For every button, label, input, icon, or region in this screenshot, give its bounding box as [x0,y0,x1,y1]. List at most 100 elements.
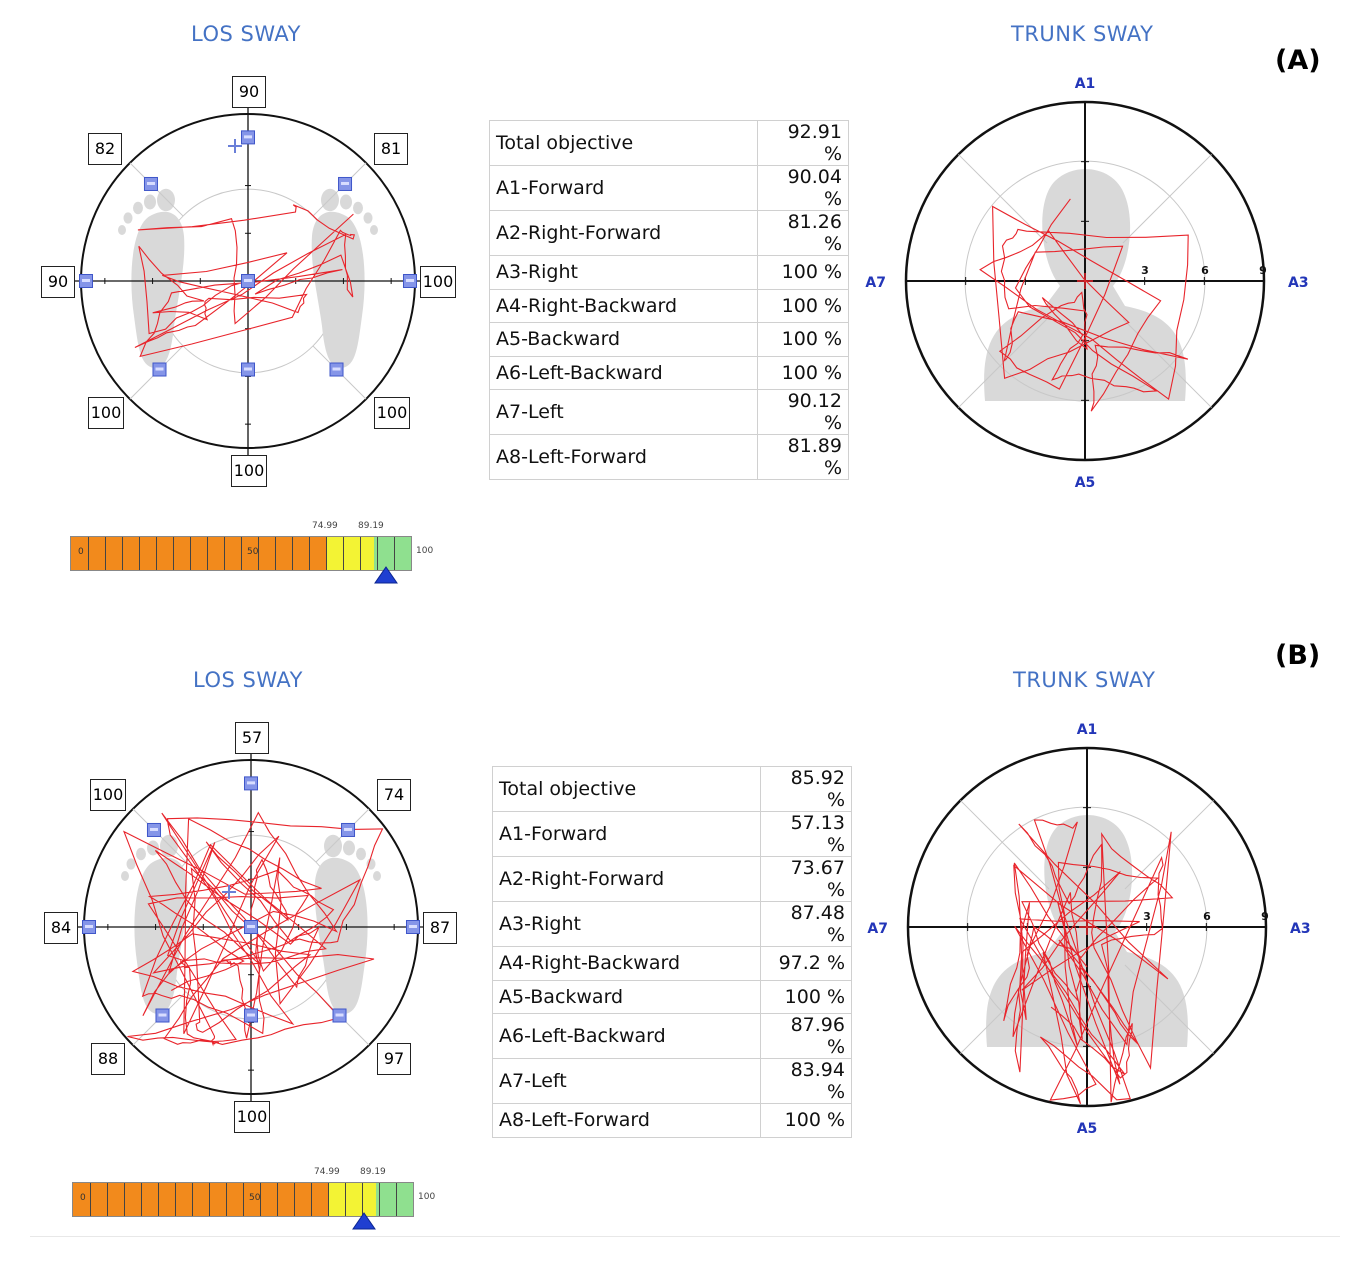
target-label-mark [408,925,417,928]
panel-label: (B) [1275,640,1321,671]
bar-divider [209,1183,210,1216]
row-name: A1-Forward [489,165,758,211]
score-bar [70,536,412,571]
bar-threshold-2: 89.19 [360,1167,386,1177]
bar-divider [241,537,242,570]
table-row: A3-Right 87.48 % [492,901,852,947]
bar-divider [192,1183,193,1216]
bar-divider [362,1183,363,1216]
target-label-mark [244,135,252,139]
trunk-plot-area [906,746,1268,1108]
center-cross-icon [228,139,242,153]
los-sway-title: LOS SWAY [191,22,301,46]
table-row: A4-Right-Backward 100 % [489,288,849,323]
bar-divider [224,537,225,570]
foot-toe [366,858,376,870]
bar-divider [326,537,327,570]
bar-mid-label: 50 [247,547,259,557]
bar-segment-low [73,1183,328,1216]
target-2 [402,274,417,288]
los-score-e: 100 [420,266,456,298]
los-score-nw: 82 [88,133,122,165]
bar-divider [139,537,140,570]
bar-divider [107,1183,108,1216]
table-row: A8-Left-Forward 100 % [492,1103,852,1138]
bar-divider [243,1183,244,1216]
row-value: 87.96 % [760,1013,852,1059]
row-name: A3-Right [492,901,761,947]
row-value: 81.89 % [757,434,849,480]
bar-max-label: 100 [418,1192,436,1202]
bar-divider [258,537,259,570]
bar-segment-high [374,537,411,570]
foot-toe [144,194,156,210]
target-label-mark [244,367,252,371]
bar-divider [158,1183,159,1216]
trunk-tick-6: 6 [1203,910,1211,923]
row-name: A7-Left [489,389,758,435]
trunk-sway-title: TRUNK SWAY [1011,22,1154,46]
bar-divider [277,1183,278,1216]
bar-threshold-2: 89.19 [358,521,384,531]
bar-divider [377,537,378,570]
row-value: 83.94 % [760,1058,852,1104]
row-value: 90.12 % [757,389,849,435]
row-value: 81.26 % [757,210,849,256]
row-name: A6-Left-Backward [492,1013,761,1059]
target-6 [82,920,97,934]
table-row: A1-Forward 90.04 % [489,165,849,211]
bar-min-label: 0 [78,547,84,557]
row-name: A6-Left-Backward [489,355,758,390]
axis-label-a5: A5 [1077,1121,1098,1137]
los-score-sw: 100 [88,397,124,429]
table-row: A5-Backward 100 % [489,322,849,357]
bar-min-label: 0 [80,1193,86,1203]
table-row: Total objective 85.92 % [492,766,852,812]
row-name: Total objective [492,766,761,812]
row-name: Total objective [489,120,758,166]
center-cross-icon [1079,919,1095,935]
target-0 [241,130,255,145]
bar-divider [394,537,395,570]
target-label-mark [155,367,164,371]
bar-divider [173,537,174,570]
target-label-mark [332,367,341,371]
row-name: A3-Right [489,255,758,290]
foot-toe [370,225,378,235]
target-label-mark [146,181,155,185]
row-name: A7-Left [492,1058,761,1104]
center-cross-icon [222,885,236,899]
target-label-mark [247,1013,255,1017]
bar-divider [294,1183,295,1216]
bar-divider [105,537,106,570]
bar-segment-mid [327,1183,377,1216]
row-value: 87.48 % [760,901,852,947]
los-score-n: 90 [232,76,266,108]
trunk-tick-3: 3 [1143,910,1151,923]
divider [30,1236,1340,1237]
los-score-w: 90 [41,266,75,298]
sway-trace [1003,819,1174,1105]
table-row: A3-Right 100 % [489,255,849,290]
axis-label-a3: A3 [1290,921,1311,937]
center-cross-icon [1077,273,1093,289]
bar-threshold-1: 74.99 [314,1167,340,1177]
target-4 [244,1008,258,1023]
los-plot-area [72,748,430,1106]
row-name: A8-Left-Forward [492,1103,761,1138]
row-name: A5-Backward [489,322,758,357]
row-value: 97.2 % [760,946,852,981]
diagonal-gridline [1124,964,1214,1054]
target-label-mark [247,925,255,928]
row-value: 90.04 % [757,165,849,211]
target-3 [332,1008,347,1023]
trunk-tick-9: 9 [1261,910,1269,923]
foot-silhouette [311,188,378,369]
table-row: A2-Right-Forward 81.26 % [489,210,849,256]
row-value: 100 % [757,322,849,357]
los-score-se: 100 [374,397,410,429]
bar-mid-label: 50 [249,1193,261,1203]
bar-divider [207,537,208,570]
los-score-s: 100 [231,455,267,487]
target-0 [244,776,258,791]
